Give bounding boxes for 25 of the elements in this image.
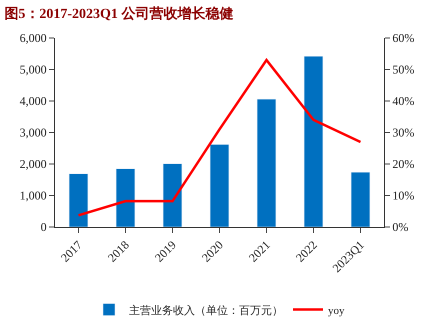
bar xyxy=(116,168,136,227)
legend-label: 主营业务收入（单位：百万元） xyxy=(129,304,283,317)
y2-tick-label: 40% xyxy=(392,94,414,108)
bar xyxy=(256,98,276,227)
y2-tick-label: 0% xyxy=(392,220,408,234)
y2-tick-label: 20% xyxy=(392,157,414,172)
y-tick-label: 5,000 xyxy=(20,62,47,77)
y2-tick-label: 60% xyxy=(392,31,414,46)
y2-tick-label: 10% xyxy=(392,188,414,203)
line-series xyxy=(77,58,362,217)
bar xyxy=(350,172,370,227)
y-tick-label: 1,000 xyxy=(20,188,47,203)
bar xyxy=(304,56,324,227)
bar xyxy=(162,163,182,227)
y2-tick-label: 50% xyxy=(392,62,414,77)
bar xyxy=(68,174,88,227)
y-tick-label: 3,000 xyxy=(20,126,47,140)
y-tick-label: 4,000 xyxy=(20,94,47,108)
legend-label: yoy xyxy=(328,304,345,317)
y2-tick-label: 30% xyxy=(392,126,414,140)
y-tick-label: 6,000 xyxy=(20,31,47,46)
chart-title: 图5：2017-2023Q1 公司营收增长稳健 xyxy=(4,6,234,22)
y-tick-label: 0 xyxy=(40,220,47,234)
y-tick-label: 2,000 xyxy=(20,157,47,172)
bar xyxy=(210,144,230,227)
